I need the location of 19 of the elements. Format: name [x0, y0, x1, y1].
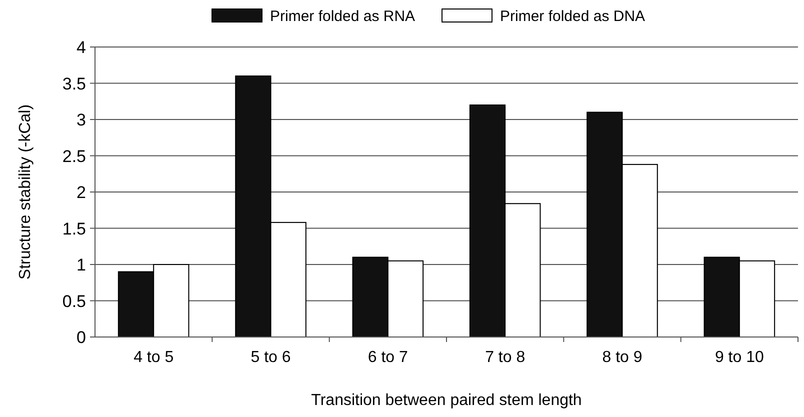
y-axis-title: Structure stability (-kCal) [17, 104, 34, 280]
y-tick-label: 2 [76, 183, 86, 202]
y-tick-label: 1 [76, 256, 86, 274]
x-axis-title: Transition between paired stem length [311, 392, 582, 409]
y-tick-label: 3 [76, 110, 86, 130]
x-tick-label: 7 to 8 [485, 349, 526, 366]
y-tick-label: 4 [76, 38, 86, 57]
y-tick-label: 0.5 [62, 292, 86, 311]
x-tick-label: 5 to 6 [250, 349, 291, 366]
legend-label: Primer folded as RNA [270, 8, 416, 25]
x-tick-label: 4 to 5 [134, 349, 174, 366]
y-tick-label: 3.5 [62, 74, 86, 94]
y-tick-label: 2.5 [62, 146, 86, 166]
y-tick-label: 0 [76, 328, 86, 347]
y-tick-label: 1.5 [62, 219, 86, 238]
x-tick-label: 8 to 9 [602, 349, 642, 366]
legend-label: Primer folded as DNA [500, 8, 646, 25]
x-tick-label: 9 to 10 [714, 349, 764, 366]
x-tick-label: 6 to 7 [368, 349, 408, 366]
